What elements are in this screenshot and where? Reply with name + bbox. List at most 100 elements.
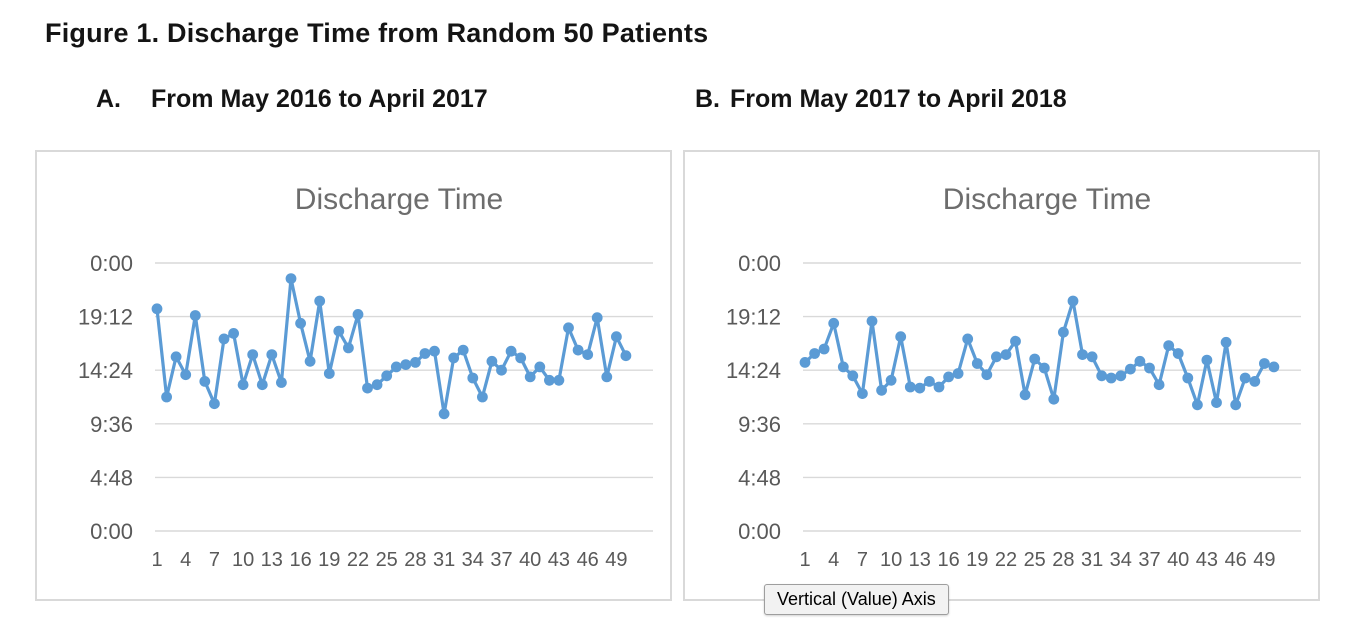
data-point xyxy=(1115,370,1127,382)
data-point xyxy=(544,374,555,386)
x-tick-label: 22 xyxy=(995,549,1017,571)
chart-title: Discharge Time xyxy=(943,183,1151,216)
y-tick-label: 14:24 xyxy=(78,358,133,383)
x-tick-label: 19 xyxy=(318,549,340,571)
data-line xyxy=(155,276,628,416)
data-point xyxy=(1182,372,1194,384)
x-tick-label: 4 xyxy=(828,549,839,571)
data-point xyxy=(285,273,297,284)
data-point xyxy=(486,355,498,367)
data-point xyxy=(553,374,565,386)
data-point xyxy=(1192,399,1203,411)
discharge-time-chart-b: Discharge Time 0:00 19:12 14:24 9:36 4:48 0:00… xyxy=(726,183,1301,571)
x-tick-label: 4 xyxy=(180,549,191,571)
x-tick-label: 7 xyxy=(857,549,868,571)
data-point xyxy=(199,376,211,387)
x-tick-label: 28 xyxy=(1052,549,1074,571)
data-point xyxy=(170,351,182,363)
data-point xyxy=(837,361,849,373)
x-tick-label: 34 xyxy=(1110,549,1132,571)
x-tick-label: 16 xyxy=(937,549,959,571)
data-point xyxy=(572,344,584,356)
data-point xyxy=(477,391,488,403)
data-point xyxy=(933,381,945,393)
discharge-time-chart-a: Discharge Time 0:00 19:12 14:24 9:36 4:48 0:00… xyxy=(78,183,653,571)
chart-panel-b: Discharge Time 0:00 19:12 14:24 9:36 4:48 0:00… xyxy=(683,150,1320,601)
x-tick-label: 37 xyxy=(1138,549,1160,571)
x-tick-label: 34 xyxy=(462,549,484,571)
panel-b-subtitle: B. From May 2017 to April 2018 xyxy=(695,85,1067,114)
data-point xyxy=(611,331,622,343)
y-tick-label: 19:12 xyxy=(78,305,133,330)
y-tick-label: 0:00 xyxy=(738,519,781,544)
x-tick-label: 10 xyxy=(232,549,254,571)
data-point xyxy=(1038,362,1050,374)
data-point xyxy=(333,325,345,337)
x-tick-label: 43 xyxy=(548,549,570,571)
y-tick-label: 4:48 xyxy=(90,465,133,490)
data-point xyxy=(410,357,421,368)
data-point xyxy=(1163,340,1175,351)
data-point xyxy=(1125,363,1136,375)
x-tick-label: 28 xyxy=(404,549,426,571)
data-point xyxy=(237,379,249,391)
x-tick-label: 16 xyxy=(289,549,311,571)
data-point xyxy=(276,377,287,388)
y-tick-label: 9:36 xyxy=(90,412,133,437)
data-point xyxy=(924,376,935,387)
y-tick-label: 0:00 xyxy=(90,251,133,276)
data-point xyxy=(352,309,364,320)
data-point xyxy=(151,303,163,315)
data-point xyxy=(1000,349,1012,360)
data-point xyxy=(228,328,240,339)
data-point xyxy=(1029,353,1041,365)
data-point xyxy=(799,357,811,368)
data-point xyxy=(866,315,878,327)
chart-title: Discharge Time xyxy=(295,183,503,216)
data-point xyxy=(1134,355,1146,367)
data-point xyxy=(371,379,383,391)
data-point xyxy=(161,391,172,403)
data-point xyxy=(189,310,201,321)
data-point xyxy=(828,317,840,329)
x-tick-label: 46 xyxy=(1225,549,1247,571)
data-point xyxy=(266,349,278,360)
chart-panel-a: Discharge Time 0:00 19:12 14:24 9:36 4:48 0:00… xyxy=(35,150,672,601)
data-point xyxy=(256,379,268,391)
data-point xyxy=(343,342,354,354)
data-point xyxy=(1239,372,1251,384)
data-point xyxy=(582,349,594,360)
x-tick-label: 13 xyxy=(909,549,931,571)
data-point xyxy=(952,368,964,379)
data-point xyxy=(429,345,440,357)
data-point xyxy=(1086,351,1098,363)
x-tick-label: 25 xyxy=(376,549,398,571)
x-tick-label: 7 xyxy=(209,549,220,571)
data-point xyxy=(1201,354,1213,366)
data-point xyxy=(448,352,460,364)
data-point xyxy=(218,333,230,345)
x-tick-label: 49 xyxy=(1253,549,1275,571)
data-point xyxy=(1019,389,1031,401)
data-point xyxy=(1077,349,1088,360)
data-point xyxy=(362,382,373,394)
data-point xyxy=(1211,397,1222,408)
data-point xyxy=(991,351,1002,363)
data-point xyxy=(914,382,926,394)
data-point xyxy=(295,317,306,329)
data-point xyxy=(971,358,983,369)
data-point xyxy=(1249,376,1261,387)
data-point xyxy=(1105,372,1117,384)
data-point xyxy=(620,350,632,362)
data-point xyxy=(534,361,546,373)
data-point xyxy=(895,331,907,343)
data-point xyxy=(591,312,603,324)
x-tick-label: 31 xyxy=(433,549,455,571)
data-point xyxy=(1058,326,1069,338)
x-tick-label: 46 xyxy=(577,549,599,571)
data-point xyxy=(818,343,830,355)
y-tick-label: 4:48 xyxy=(738,465,781,490)
x-tick-label: 25 xyxy=(1024,549,1046,571)
x-tick-label: 37 xyxy=(490,549,512,571)
data-point xyxy=(1220,336,1232,348)
